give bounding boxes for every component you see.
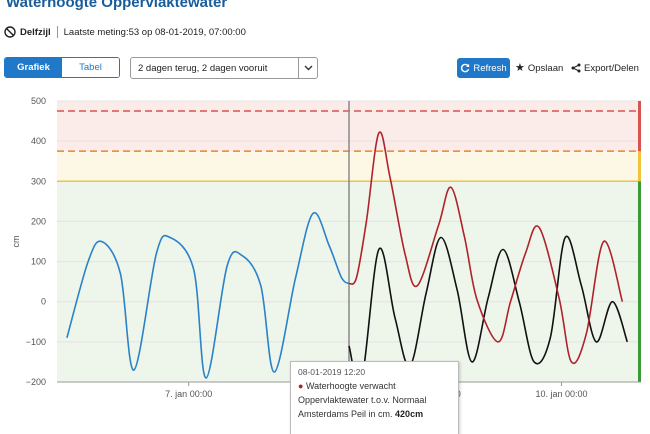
station-gauge-icon xyxy=(4,26,16,38)
star-icon: ★ xyxy=(515,62,525,74)
y-tick-label: 0 xyxy=(41,297,46,307)
save-label: Opslaan xyxy=(527,62,564,74)
chart-view-button[interactable]: Grafiek xyxy=(5,58,62,77)
tooltip-value: 420cm xyxy=(395,409,424,419)
station-name: Delfzijl xyxy=(20,26,51,38)
view-toggle: Grafiek Tabel xyxy=(4,57,120,78)
y-tick-label: 300 xyxy=(31,176,46,186)
tooltip-value-line: Amsterdams Peil in cm. 420cm xyxy=(298,409,424,419)
level-bar-red xyxy=(638,101,641,152)
period-select-value: 2 dagen terug, 2 dagen vooruit xyxy=(138,62,268,74)
level-bar-yellow xyxy=(638,151,641,182)
y-tick-label: 500 xyxy=(31,96,46,106)
page-title: Waterhoogte Oppervlaktewater xyxy=(6,0,228,11)
y-tick-label: 100 xyxy=(31,257,46,267)
series-line-astronomical xyxy=(348,235,629,386)
table-view-button[interactable]: Tabel xyxy=(62,58,119,77)
x-tick-label: 10. jan 00:00 xyxy=(535,389,587,399)
export-share-button[interactable]: Export/Delen xyxy=(571,58,639,78)
y-axis-label: cm xyxy=(11,236,21,248)
refresh-icon xyxy=(461,63,470,73)
y-tick-label: −200 xyxy=(26,377,46,387)
divider xyxy=(56,26,58,38)
chevron-down-icon[interactable] xyxy=(298,58,317,78)
chart-tooltip: 08-01-2019 12:20 ● Waterhoogte verwacht … xyxy=(290,361,459,434)
level-bar-green xyxy=(638,181,641,382)
refresh-label: Refresh xyxy=(473,62,507,74)
y-tick-label: 400 xyxy=(31,136,46,146)
x-tick-label: 7. jan 00:00 xyxy=(165,389,212,399)
period-select[interactable]: 2 dagen terug, 2 dagen vooruit xyxy=(130,57,318,79)
y-tick-label: 200 xyxy=(31,216,46,226)
refresh-button[interactable]: Refresh xyxy=(457,58,510,78)
series-line-measured xyxy=(66,211,350,379)
series-line-forecast xyxy=(348,131,624,365)
station-info: Delfzijl Laatste meting:53 op 08-01-2019… xyxy=(4,24,246,40)
tooltip-date: 08-01-2019 12:20 xyxy=(298,367,366,377)
last-measurement: Laatste meting:53 op 08-01-2019, 07:00:0… xyxy=(63,26,246,38)
share-icon xyxy=(571,63,581,73)
y-tick-label: −100 xyxy=(26,337,46,347)
export-label: Export/Delen xyxy=(584,62,639,74)
tooltip-line: Oppervlaktewater t.o.v. Normaal xyxy=(298,395,427,405)
tooltip-series: ● Waterhoogte verwacht xyxy=(298,381,396,391)
save-button[interactable]: ★ Opslaan xyxy=(515,58,563,78)
series-marker-icon: ● xyxy=(298,381,306,391)
